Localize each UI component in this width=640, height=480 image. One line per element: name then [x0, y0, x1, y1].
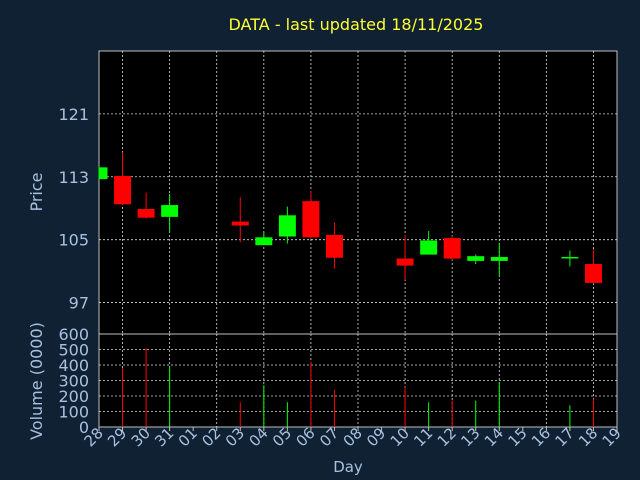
candle-body [231, 221, 249, 226]
x-tick-label: 07 [316, 424, 342, 450]
x-tick-label: 31 [151, 424, 177, 450]
candle-body [490, 256, 508, 261]
price-tick-label: 121 [58, 105, 89, 124]
x-tick-label: 08 [340, 424, 366, 450]
volume-tick-label: 300 [58, 372, 89, 391]
x-tick-label: 14 [481, 424, 507, 450]
volume-tick-label: 0 [79, 418, 89, 437]
price-tick-label: 97 [69, 294, 89, 313]
x-axis: 2829303101020304050607080910111213141516… [81, 424, 625, 450]
x-tick-label: 11 [410, 424, 436, 450]
candle-body [325, 234, 343, 258]
x-tick-label: 05 [269, 424, 295, 450]
candle-body [114, 175, 132, 205]
candle-body [420, 240, 438, 255]
x-axis-label: Day [333, 458, 363, 476]
price-tick-label: 113 [58, 168, 89, 187]
candle-body [396, 258, 414, 266]
volume-tick-label: 200 [58, 387, 89, 406]
x-tick-label: 12 [434, 424, 460, 450]
candle-body [278, 215, 296, 237]
candle-body [443, 238, 461, 259]
x-tick-label: 09 [363, 424, 389, 450]
x-tick-label: 02 [198, 424, 224, 450]
x-tick-label: 15 [504, 424, 530, 450]
volume-tick-label: 400 [58, 356, 89, 375]
x-tick-label: 06 [293, 424, 319, 450]
price-axis-label: Price [27, 172, 46, 211]
candle-body [255, 237, 273, 246]
chart-title: DATA - last updated 18/11/2025 [229, 15, 484, 34]
price-panel: 97 105 113 121 [58, 50, 618, 335]
x-tick-label: 04 [245, 424, 271, 450]
x-tick-label: 30 [128, 424, 154, 450]
volume-tick-label: 600 [58, 325, 89, 344]
candle-body [561, 256, 579, 259]
x-tick-label: 16 [528, 424, 554, 450]
x-tick-label: 17 [552, 424, 578, 450]
x-tick-label: 13 [457, 424, 483, 450]
x-tick-label: 29 [104, 424, 130, 450]
x-tick-label: 10 [387, 424, 413, 450]
candle-body [467, 256, 485, 261]
price-tick-label: 105 [58, 231, 89, 250]
x-tick-label: 19 [599, 424, 625, 450]
candle-body [302, 201, 320, 238]
candle-body [137, 209, 155, 218]
x-tick-label: 01 [175, 424, 201, 450]
volume-tick-label: 100 [58, 403, 89, 422]
x-tick-label: 18 [575, 424, 601, 450]
volume-axis-label: Volume (0000) [27, 322, 46, 440]
candle-body [161, 205, 179, 217]
candle-body [99, 167, 108, 180]
candle-body [584, 264, 602, 283]
volume-tick-label: 500 [58, 341, 89, 360]
x-tick-label: 03 [222, 424, 248, 450]
